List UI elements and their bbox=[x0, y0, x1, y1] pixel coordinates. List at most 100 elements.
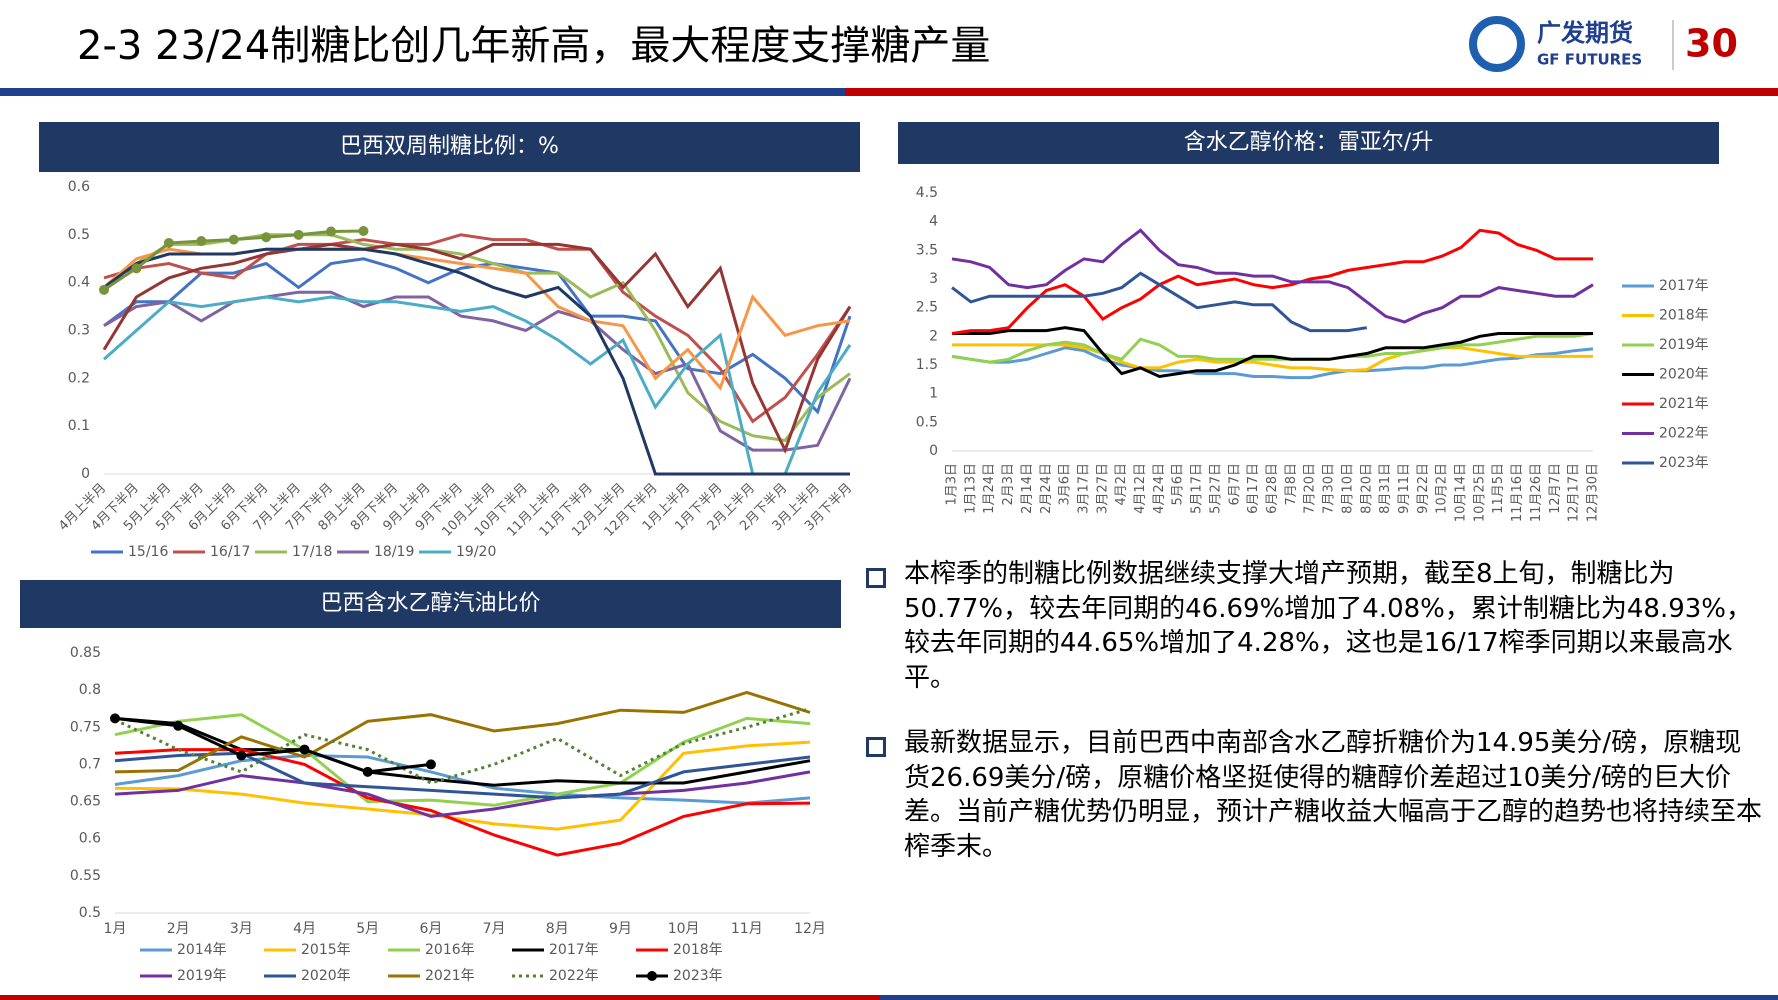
y-tick-label: 0.7 bbox=[79, 756, 101, 772]
x-tick-label: 10月14日 bbox=[1454, 463, 1469, 522]
bullet-icon bbox=[866, 568, 886, 588]
series-line bbox=[114, 740, 811, 831]
y-tick-label: 0.85 bbox=[70, 645, 101, 661]
y-tick-label: 0 bbox=[929, 443, 938, 459]
x-tick-label: 6月7日 bbox=[1227, 463, 1242, 506]
bullet-icon bbox=[866, 737, 886, 757]
chart-header bbox=[20, 580, 841, 628]
x-tick-label: 5月27日 bbox=[1208, 463, 1223, 514]
bullet-text: 本榨季的制糖比例数据继续支撑大增产预期，截至8上旬，制糖比为50.77%，较去年… bbox=[904, 559, 1753, 693]
point bbox=[326, 226, 337, 237]
x-tick-label: 7月8日 bbox=[1284, 463, 1299, 506]
point bbox=[173, 720, 184, 731]
legend-label: 2020年 bbox=[301, 968, 351, 984]
point bbox=[131, 263, 142, 274]
point bbox=[236, 750, 247, 761]
point bbox=[261, 232, 272, 243]
logo-cn: 广发期货 bbox=[1537, 19, 1633, 47]
legend-label: 2021年 bbox=[425, 968, 475, 984]
series-line bbox=[103, 295, 852, 476]
series-line bbox=[114, 707, 811, 785]
x-tick-label: 11月5日 bbox=[1491, 463, 1506, 514]
x-tick-label: 3月6日 bbox=[1058, 463, 1073, 506]
x-tick-label: 8月31日 bbox=[1378, 463, 1393, 514]
series-line bbox=[103, 247, 850, 476]
series-line bbox=[103, 233, 852, 424]
x-tick-label: 1月13日 bbox=[963, 463, 978, 514]
point bbox=[99, 284, 109, 295]
y-tick-label: 0.1 bbox=[68, 418, 90, 434]
top-bar-red bbox=[845, 88, 1778, 96]
legend-label: 2022年 bbox=[549, 968, 599, 984]
legend-label: 2017年 bbox=[1659, 278, 1709, 294]
x-tick-label: 9月11日 bbox=[1397, 463, 1412, 514]
legend-label: 15/16 bbox=[128, 544, 168, 560]
legend-label: 17/18 bbox=[292, 544, 332, 560]
legend-label: 2020年 bbox=[1659, 367, 1709, 383]
legend-label: 18/19 bbox=[374, 544, 414, 560]
legend-marker bbox=[647, 971, 657, 981]
x-tick-label: 6月28日 bbox=[1265, 463, 1280, 514]
y-tick-label: 0.5 bbox=[79, 905, 101, 921]
y-tick-label: 2 bbox=[929, 328, 938, 344]
x-tick-label: 10月 bbox=[668, 921, 700, 937]
x-tick-label: 2月 bbox=[167, 921, 190, 937]
logo-mark bbox=[1469, 16, 1525, 72]
legend-label: 2019年 bbox=[177, 968, 227, 984]
logo-en: GF FUTURES bbox=[1537, 51, 1642, 69]
y-tick-label: 0.4 bbox=[68, 275, 90, 291]
point bbox=[228, 234, 239, 245]
y-tick-label: 0.75 bbox=[70, 719, 101, 735]
chart-title: 巴西含水乙醇汽油比价 bbox=[320, 591, 540, 616]
x-tick-label: 8月20日 bbox=[1359, 463, 1374, 514]
x-tick-label: 7月20日 bbox=[1303, 463, 1318, 514]
chart-title: 含水乙醇价格：雷亚尔/升 bbox=[1184, 130, 1433, 155]
y-tick-label: 0 bbox=[81, 466, 90, 482]
series-line bbox=[114, 751, 811, 800]
x-tick-label: 2月3日 bbox=[1001, 463, 1016, 506]
top-bar-blue bbox=[0, 88, 845, 96]
x-tick-label: 11月26日 bbox=[1529, 463, 1544, 522]
series-line bbox=[951, 271, 1368, 333]
legend-label: 2018年 bbox=[1659, 308, 1709, 324]
x-tick-label: 1月3日 bbox=[945, 463, 960, 506]
x-tick-label: 4月24日 bbox=[1152, 463, 1167, 514]
point bbox=[362, 766, 373, 777]
x-tick-label: 11月 bbox=[731, 921, 763, 937]
legend-label: 2016年 bbox=[425, 942, 475, 958]
legend-label: 2018年 bbox=[673, 942, 723, 958]
series-line bbox=[103, 290, 852, 452]
y-tick-label: 0.6 bbox=[68, 179, 90, 195]
badge: 30 bbox=[1685, 22, 1738, 66]
x-tick-label: 1月 bbox=[104, 921, 127, 937]
x-tick-label: 5月17日 bbox=[1190, 463, 1205, 514]
y-tick-label: 1 bbox=[929, 386, 938, 402]
series-line bbox=[114, 713, 811, 807]
series-line bbox=[114, 753, 811, 805]
series-line bbox=[102, 242, 852, 454]
x-tick-label: 12月17日 bbox=[1567, 463, 1582, 522]
legend-label: 2022年 bbox=[1659, 426, 1709, 442]
x-tick-label: 2月24日 bbox=[1039, 463, 1054, 514]
point bbox=[293, 229, 304, 240]
chart-header bbox=[39, 122, 860, 172]
y-tick-label: 0.3 bbox=[68, 323, 90, 339]
x-tick-label: 1月24日 bbox=[982, 463, 997, 514]
y-tick-label: 3.5 bbox=[916, 242, 938, 258]
x-tick-label: 4月2日 bbox=[1114, 463, 1129, 506]
y-tick-label: 3 bbox=[929, 271, 938, 287]
chart-title: 巴西双周制糖比例：% bbox=[340, 134, 559, 159]
legend-label: 2023年 bbox=[1659, 455, 1709, 471]
x-tick-label: 4月 bbox=[293, 921, 316, 937]
y-tick-label: 0.8 bbox=[79, 682, 101, 698]
series-line bbox=[114, 716, 432, 774]
y-tick-label: 0.55 bbox=[70, 868, 101, 884]
y-tick-label: 0.5 bbox=[916, 414, 938, 430]
legend-label: 2023年 bbox=[673, 968, 723, 984]
legend-label: 2014年 bbox=[177, 942, 227, 958]
legend-label: 16/17 bbox=[210, 544, 250, 560]
point bbox=[196, 236, 207, 247]
x-tick-label: 3月17日 bbox=[1076, 463, 1091, 514]
x-tick-label: 5月6日 bbox=[1171, 463, 1186, 506]
